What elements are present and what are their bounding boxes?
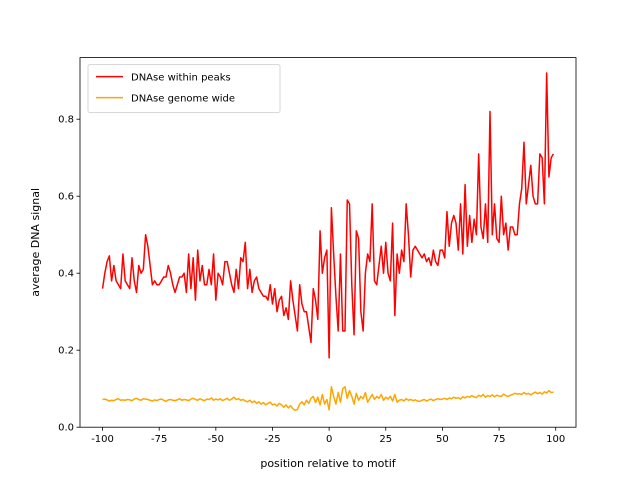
legend-label: DNAse within peaks [131, 73, 231, 84]
y-tick-label: 0.8 [58, 115, 74, 126]
plot-frame [79, 57, 577, 428]
line-series [101, 72, 555, 359]
x-tick-label: 0 [326, 434, 332, 445]
x-tick-label: 75 [493, 434, 506, 445]
y-tick-label: 0.4 [58, 269, 74, 280]
x-axis-label: position relative to motif [260, 457, 396, 470]
x-tick-label: 50 [436, 434, 449, 445]
y-axis-label: average DNA signal [29, 188, 42, 297]
y-tick-label: 0.6 [58, 192, 74, 203]
legend: DNAse within peaks DNAse genome wide [87, 64, 281, 113]
x-tick-label: -100 [91, 434, 114, 445]
x-tick-label: -50 [208, 434, 224, 445]
y-tick-label: 0.2 [58, 346, 74, 357]
x-tick-label: -25 [264, 434, 280, 445]
legend-box [87, 64, 281, 113]
line-series [102, 386, 554, 412]
x-tick-label: 100 [546, 434, 565, 445]
x-tick-label: -75 [151, 434, 167, 445]
x-tick-label: 25 [379, 434, 392, 445]
y-tick-label: 0.0 [58, 423, 74, 434]
legend-label: DNAse genome wide [131, 94, 235, 105]
